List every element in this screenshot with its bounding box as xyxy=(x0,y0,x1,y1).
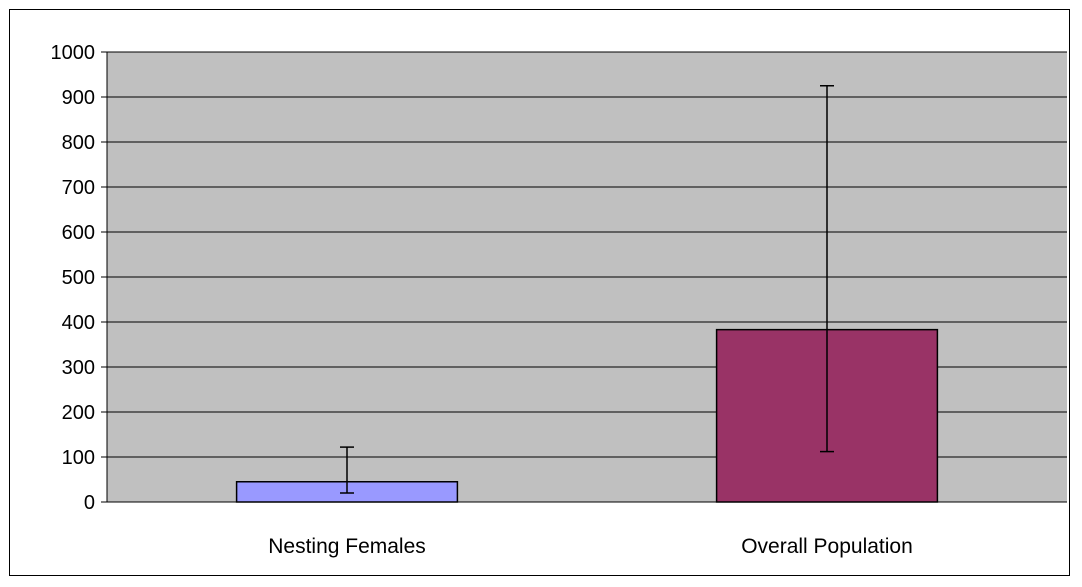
x-axis-labels: Nesting Females Overall Population xyxy=(101,501,1067,558)
y-tick-label: 0 xyxy=(84,492,95,514)
y-axis-ticks: 0 100 200 300 400 500 600 700 800 900 1000 xyxy=(51,42,108,514)
y-tick-label: 500 xyxy=(62,267,95,289)
y-tick-label: 900 xyxy=(62,87,95,109)
y-tick-label: 300 xyxy=(62,357,95,379)
y-tick-label: 800 xyxy=(62,132,95,154)
y-tick-label: 1000 xyxy=(51,42,96,64)
y-tick-label: 700 xyxy=(62,177,95,199)
y-tick-label: 200 xyxy=(62,402,95,424)
error-bars xyxy=(340,85,834,494)
x-category-label: Nesting Females xyxy=(268,535,426,558)
x-category-label: Overall Population xyxy=(741,535,913,558)
y-tick-label: 600 xyxy=(62,222,95,244)
y-tick-label: 400 xyxy=(62,312,95,334)
y-tick-label: 100 xyxy=(62,447,95,469)
